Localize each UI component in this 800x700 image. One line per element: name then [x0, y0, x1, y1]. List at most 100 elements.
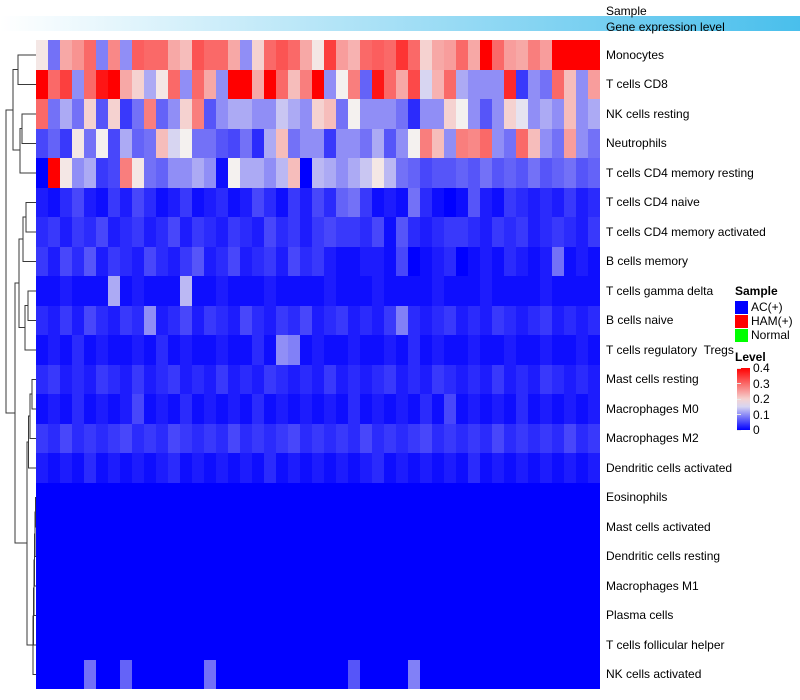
- heatmap-cell: [228, 335, 240, 365]
- heatmap-cell: [312, 512, 324, 542]
- heatmap-cell: [48, 541, 60, 571]
- heatmap-cell: [276, 482, 288, 512]
- heatmap-cell: [84, 600, 96, 630]
- heatmap-cell: [348, 158, 360, 188]
- heatmap-cell: [312, 128, 324, 158]
- heatmap-cell: [240, 600, 252, 630]
- heatmap-cell: [408, 630, 420, 660]
- heatmap-cell: [252, 187, 264, 217]
- heatmap-cell: [144, 571, 156, 601]
- heatmap-cell: [324, 276, 336, 306]
- heatmap-cell: [216, 128, 228, 158]
- heatmap-cell: [96, 335, 108, 365]
- heatmap-cell: [408, 600, 420, 630]
- heatmap-cell: [432, 158, 444, 188]
- heatmap-cell: [276, 630, 288, 660]
- heatmap-cell: [336, 69, 348, 99]
- heatmap-cell: [360, 541, 372, 571]
- heatmap-cell: [588, 99, 600, 129]
- heatmap-cell: [96, 512, 108, 542]
- heatmap-cell: [84, 335, 96, 365]
- heatmap-cell: [336, 305, 348, 335]
- heatmap-cell: [408, 659, 420, 689]
- heatmap-cell: [312, 69, 324, 99]
- heatmap-cell: [504, 187, 516, 217]
- heatmap-cell: [564, 40, 576, 70]
- heatmap-cell: [480, 217, 492, 247]
- heatmap-cell: [420, 364, 432, 394]
- heatmap-cell: [132, 364, 144, 394]
- heatmap-cell: [144, 158, 156, 188]
- heatmap-cell: [576, 217, 588, 247]
- heatmap-cell: [372, 394, 384, 424]
- heatmap-cell: [276, 659, 288, 689]
- heatmap-cell: [504, 541, 516, 571]
- heatmap-cell: [396, 659, 408, 689]
- heatmap-cell: [384, 40, 396, 70]
- heatmap-cell: [312, 394, 324, 424]
- heatmap-cell: [252, 659, 264, 689]
- heatmap-cell: [480, 40, 492, 70]
- heatmap-cell: [444, 305, 456, 335]
- heatmap-cell: [168, 630, 180, 660]
- row-label: T cells gamma delta: [606, 283, 714, 298]
- heatmap-row: [36, 99, 600, 129]
- heatmap-cell: [396, 276, 408, 306]
- heatmap-cell: [204, 158, 216, 188]
- heatmap-cell: [360, 571, 372, 601]
- heatmap-cell: [408, 423, 420, 453]
- heatmap-cell: [156, 423, 168, 453]
- heatmap-cell: [468, 40, 480, 70]
- heatmap-cell: [456, 40, 468, 70]
- heatmap-cell: [348, 99, 360, 129]
- heatmap-cell: [336, 541, 348, 571]
- heatmap-cell: [348, 571, 360, 601]
- heatmap-cell: [588, 40, 600, 70]
- heatmap-cell: [96, 659, 108, 689]
- heatmap-cell: [108, 276, 120, 306]
- heatmap-cell: [348, 246, 360, 276]
- row-label: Dendritic cells resting: [606, 549, 721, 564]
- heatmap-cell: [504, 158, 516, 188]
- heatmap-cell: [360, 276, 372, 306]
- heatmap-cell: [288, 305, 300, 335]
- heatmap-cell: [384, 571, 396, 601]
- heatmap-cell: [216, 158, 228, 188]
- heatmap-cell: [384, 128, 396, 158]
- heatmap-cell: [480, 364, 492, 394]
- legend-sample-item: AC(+): [735, 300, 799, 314]
- heatmap-cell: [360, 99, 372, 129]
- heatmap-cell: [540, 305, 552, 335]
- heatmap-cell: [264, 659, 276, 689]
- heatmap-cell: [144, 128, 156, 158]
- heatmap-cell: [468, 453, 480, 483]
- heatmap-cell: [456, 276, 468, 306]
- heatmap-cell: [60, 217, 72, 247]
- heatmap-cell: [288, 659, 300, 689]
- heatmap-cell: [348, 423, 360, 453]
- heatmap-cell: [180, 600, 192, 630]
- heatmap-cell: [84, 659, 96, 689]
- heatmap-cell: [492, 69, 504, 99]
- heatmap-cell: [180, 276, 192, 306]
- heatmap-cell: [216, 276, 228, 306]
- heatmap-cell: [276, 571, 288, 601]
- heatmap-cell: [324, 364, 336, 394]
- heatmap-row: [36, 128, 600, 158]
- heatmap-cell: [444, 364, 456, 394]
- heatmap-cell: [408, 482, 420, 512]
- heatmap-cell: [348, 128, 360, 158]
- heatmap-cell: [396, 453, 408, 483]
- heatmap-cell: [240, 512, 252, 542]
- heatmap-cell: [504, 99, 516, 129]
- row-label: T cells CD4 memory activated: [606, 224, 766, 239]
- heatmap-cell: [444, 69, 456, 99]
- heatmap-cell: [384, 276, 396, 306]
- heatmap-cell: [216, 423, 228, 453]
- heatmap-cell: [480, 541, 492, 571]
- heatmap-row: [36, 335, 600, 365]
- heatmap-grid: [36, 40, 600, 689]
- heatmap-cell: [120, 541, 132, 571]
- heatmap-cell: [168, 99, 180, 129]
